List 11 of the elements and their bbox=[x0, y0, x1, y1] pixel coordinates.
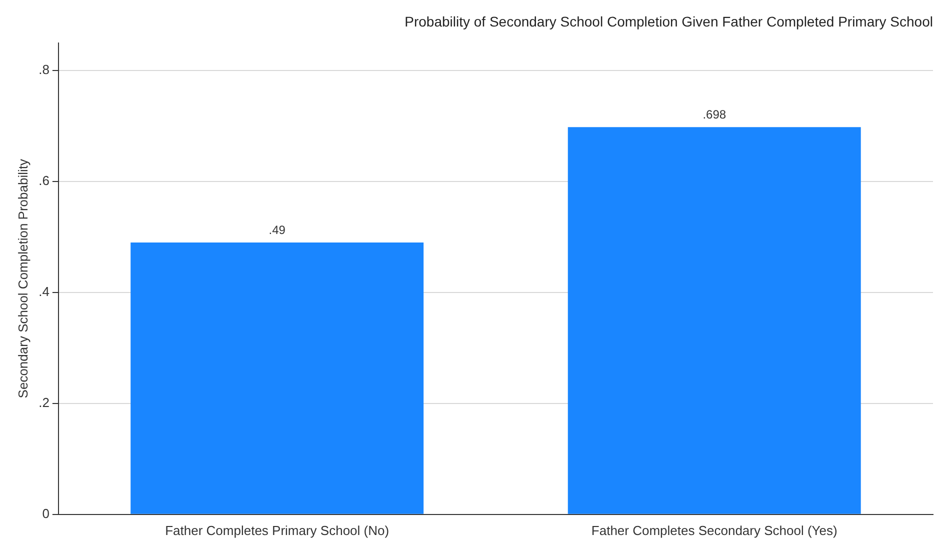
y-axis-title: Secondary School Completion Probability bbox=[15, 158, 30, 398]
data-label: .49 bbox=[268, 222, 286, 237]
y-tick-label: .2 bbox=[38, 395, 50, 410]
y-tick-label: .4 bbox=[38, 284, 50, 300]
data-label: .698 bbox=[702, 107, 726, 122]
x-tick-label: Father Completes Primary School (No) bbox=[165, 522, 390, 538]
y-tick-label: 0 bbox=[42, 506, 50, 521]
y-tick-label: .8 bbox=[38, 62, 50, 78]
y-tick-label: .6 bbox=[38, 173, 50, 188]
chart-title: Probability of Secondary School Completion Given Father Completed Primary School bbox=[404, 13, 933, 30]
x-tick-label: Father Completes Secondary School (Yes) bbox=[591, 522, 838, 538]
